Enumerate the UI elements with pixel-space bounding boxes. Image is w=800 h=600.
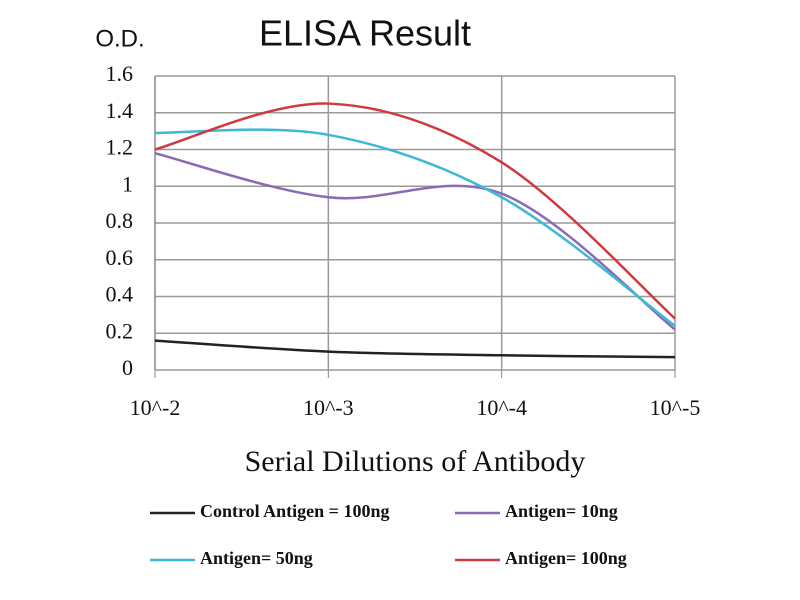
y-tick-label: 1.2 bbox=[106, 135, 134, 160]
series-line bbox=[154, 102, 676, 320]
legend-label: Antigen= 100ng bbox=[505, 548, 627, 568]
x-tick-label: 10^-3 bbox=[303, 395, 354, 420]
legend-label: Antigen= 10ng bbox=[505, 501, 618, 521]
legend-label: Control Antigen = 100ng bbox=[200, 501, 389, 521]
y-tick-label: 0.6 bbox=[106, 245, 134, 270]
y-tick-label: 1.4 bbox=[106, 98, 134, 123]
x-tick-label: 10^-4 bbox=[476, 395, 527, 420]
x-axis-label: Serial Dilutions of Antibody bbox=[245, 445, 586, 478]
y-axis-label: O.D. bbox=[95, 25, 144, 52]
y-tick-label: 0.2 bbox=[106, 318, 134, 343]
y-tick-label: 0 bbox=[122, 355, 133, 380]
x-tick-label: 10^-5 bbox=[650, 395, 701, 420]
y-tick-label: 0.4 bbox=[106, 282, 134, 307]
y-tick-label: 0.8 bbox=[106, 208, 134, 233]
series-line bbox=[154, 128, 676, 327]
y-tick-label: 1 bbox=[122, 171, 133, 196]
series-line bbox=[154, 151, 676, 331]
y-tick-label: 1.6 bbox=[106, 61, 134, 86]
x-tick-label: 10^-2 bbox=[130, 395, 181, 420]
chart-title: ELISA Result bbox=[259, 13, 471, 54]
series-line bbox=[154, 339, 676, 359]
legend-label: Antigen= 50ng bbox=[200, 548, 313, 568]
